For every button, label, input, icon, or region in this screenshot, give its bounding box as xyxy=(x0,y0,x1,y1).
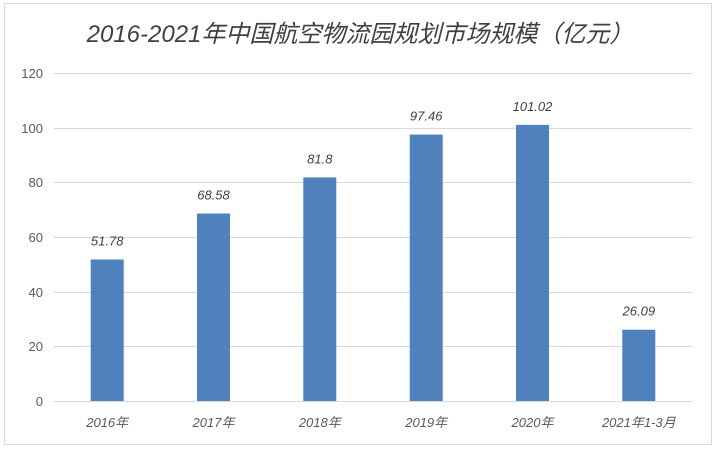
bar xyxy=(622,329,656,401)
y-tick-label: 20 xyxy=(29,339,43,354)
x-tick-label: 2021年1-3月 xyxy=(601,415,677,430)
y-tick-label: 100 xyxy=(21,121,43,136)
x-tick-label: 2017年 xyxy=(192,415,237,430)
x-tick-label: 2018年 xyxy=(298,415,343,430)
y-tick-label: 40 xyxy=(29,285,43,300)
x-axis: 2016年 2017年 2018年 2019年 2020年 2021年1-3月 xyxy=(85,415,676,430)
data-label: 51.78 xyxy=(91,234,124,249)
x-tick-label: 2020年 xyxy=(511,415,556,430)
bars xyxy=(90,124,656,402)
chart-title: 2016-2021年中国航空物流园规划市场规模（亿元） xyxy=(86,21,634,48)
data-label: 26.09 xyxy=(622,304,656,319)
bar xyxy=(409,134,443,401)
data-label: 101.02 xyxy=(513,99,554,114)
y-tick-label: 60 xyxy=(29,230,43,245)
data-labels: 51.78 68.58 81.8 97.46 101.02 26.09 xyxy=(91,99,655,319)
y-axis: 0 20 40 60 80 100 120 xyxy=(21,66,43,409)
bar xyxy=(516,124,549,402)
y-tick-label: 80 xyxy=(29,175,43,190)
x-tick-label: 2016年 xyxy=(85,415,130,430)
x-tick-label: 2019年 xyxy=(404,415,449,430)
bar xyxy=(197,213,230,401)
bar xyxy=(303,177,337,401)
y-tick-label: 0 xyxy=(36,394,43,409)
data-label: 81.8 xyxy=(307,151,333,166)
data-label: 68.58 xyxy=(197,188,230,203)
chart-border xyxy=(4,3,712,445)
bar xyxy=(90,259,124,401)
data-label: 97.46 xyxy=(410,109,443,124)
gridlines xyxy=(54,73,692,402)
y-tick-label: 120 xyxy=(21,66,43,81)
